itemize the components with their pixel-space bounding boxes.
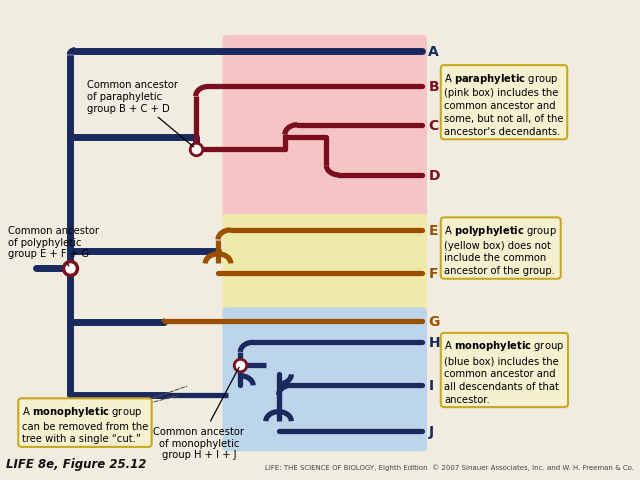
Text: B: B bbox=[428, 80, 439, 94]
FancyBboxPatch shape bbox=[223, 36, 427, 217]
FancyBboxPatch shape bbox=[223, 308, 427, 451]
Text: C: C bbox=[428, 119, 438, 132]
Text: Common ancestor
of monophyletic
group H + I + J: Common ancestor of monophyletic group H … bbox=[154, 368, 244, 459]
Text: A $\bf{monophyletic}$ group
(blue box) includes the
common ancestor and
all desc: A $\bf{monophyletic}$ group (blue box) i… bbox=[444, 339, 564, 404]
Text: Common ancestor
of polyphyletic
group E + F + G: Common ancestor of polyphyletic group E … bbox=[8, 226, 99, 266]
Text: A: A bbox=[428, 45, 439, 59]
Text: A $\bf{paraphyletic}$ group
(pink box) includes the
common ancestor and
some, bu: A $\bf{paraphyletic}$ group (pink box) i… bbox=[444, 72, 564, 136]
Text: F: F bbox=[428, 266, 438, 280]
FancyBboxPatch shape bbox=[223, 215, 427, 313]
Text: A $\bf{polyphyletic}$ group
(yellow box) does not
include the common
ancestor of: A $\bf{polyphyletic}$ group (yellow box)… bbox=[444, 223, 557, 276]
Text: A $\bf{monophyletic}$ group
can be removed from the
tree with a single “cut.”: A $\bf{monophyletic}$ group can be remov… bbox=[22, 404, 148, 444]
Text: H: H bbox=[428, 336, 440, 349]
Text: J: J bbox=[428, 424, 433, 438]
Text: LIFE: THE SCIENCE OF BIOLOGY, Eighth Edition  © 2007 Sinauer Associates, Inc. an: LIFE: THE SCIENCE OF BIOLOGY, Eighth Edi… bbox=[264, 463, 634, 470]
Text: LIFE 8e, Figure 25.12: LIFE 8e, Figure 25.12 bbox=[6, 457, 147, 470]
Text: D: D bbox=[428, 168, 440, 182]
Text: E: E bbox=[428, 224, 438, 238]
Text: I: I bbox=[428, 379, 433, 393]
Text: Common ancestor
of paraphyletic
group B + C + D: Common ancestor of paraphyletic group B … bbox=[88, 80, 194, 147]
Text: G: G bbox=[428, 314, 440, 328]
